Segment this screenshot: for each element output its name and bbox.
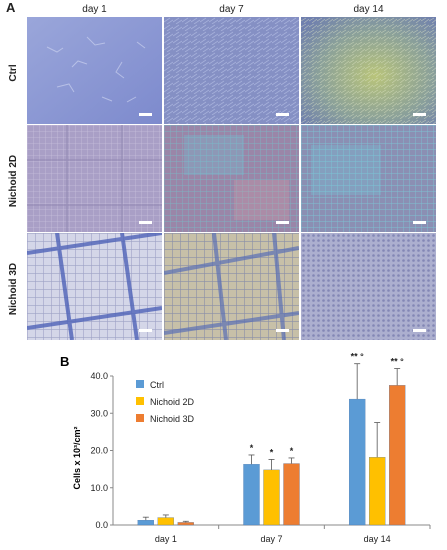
significance-marker: ** ° xyxy=(391,357,405,367)
micrograph-nichoid-3d-day-14 xyxy=(301,233,436,340)
column-label-day-7: day 7 xyxy=(219,4,244,15)
micrograph-nichoid-2d-day-14 xyxy=(301,125,436,232)
legend-label: Nichoid 2D xyxy=(150,397,195,407)
micrograph-ctrl-day-14 xyxy=(301,17,436,124)
row-label-nichoid-3d: Nichoid 3D xyxy=(8,262,19,316)
y-tick-label: 40.0 xyxy=(90,371,108,381)
y-tick-label: 10.0 xyxy=(90,483,108,493)
micrograph-nichoid-2d-day-7 xyxy=(164,125,299,232)
micrograph-ctrl-day-1 xyxy=(27,17,162,124)
bar xyxy=(243,464,260,526)
scale-bar xyxy=(413,329,426,332)
legend-label: Ctrl xyxy=(150,380,164,390)
scale-bar xyxy=(413,221,426,224)
bar xyxy=(349,398,366,526)
x-tick-label: day 14 xyxy=(364,534,391,544)
significance-marker: ** ° xyxy=(351,352,365,362)
panel-b-letter: B xyxy=(60,354,69,369)
legend-label: Nichoid 3D xyxy=(150,414,195,424)
micrograph-nichoid-2d-day-1 xyxy=(27,125,162,232)
micrograph-nichoid-3d-day-7 xyxy=(164,233,299,340)
scale-bar xyxy=(139,329,152,332)
x-tick-label: day 7 xyxy=(260,534,282,544)
x-tick-label: day 1 xyxy=(155,534,177,544)
scale-bar xyxy=(276,329,289,332)
scale-bar xyxy=(276,221,289,224)
scale-bar xyxy=(139,221,152,224)
row-label-nichoid-2d: Nichoid 2D xyxy=(8,154,19,208)
significance-marker: * xyxy=(250,443,254,453)
bar xyxy=(137,520,154,526)
column-label-day-14: day 14 xyxy=(353,4,384,15)
y-tick-label: 0.0 xyxy=(95,520,108,530)
scale-bar xyxy=(139,113,152,116)
bar xyxy=(369,457,386,526)
bar xyxy=(389,385,406,526)
significance-marker: * xyxy=(290,446,294,456)
bar xyxy=(177,522,194,526)
bar xyxy=(157,517,174,526)
legend-swatch xyxy=(136,414,144,422)
significance-marker: * xyxy=(270,447,274,457)
y-tick-label: 30.0 xyxy=(90,408,108,418)
micrograph-nichoid-3d-day-1 xyxy=(27,233,162,340)
cell-count-bar-chart: B Cells x 10³/cm² 0.0 10.0 20.0 30.0 40.0 day… xyxy=(60,352,431,544)
panel-a-letter: A xyxy=(6,0,16,15)
scale-bar xyxy=(276,113,289,116)
row-label-ctrl: Ctrl xyxy=(8,64,19,82)
y-axis-label: Cells x 10³/cm² xyxy=(72,426,82,489)
column-label-day-1: day 1 xyxy=(82,4,107,15)
y-tick-label: 20.0 xyxy=(90,446,108,456)
micrograph-ctrl-day-7 xyxy=(164,17,299,124)
bar xyxy=(263,469,280,526)
legend-swatch xyxy=(136,380,144,388)
bar xyxy=(283,463,300,526)
scale-bar xyxy=(413,113,426,116)
legend-swatch xyxy=(136,397,144,405)
